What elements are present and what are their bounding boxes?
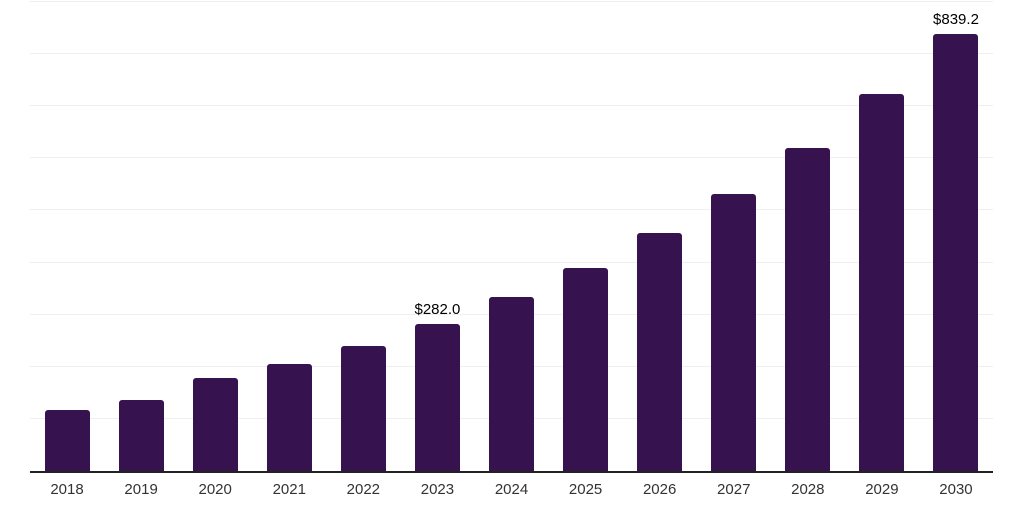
bar-value-label-2023: $282.0	[414, 301, 461, 319]
x-tick-label-2026: 2026	[642, 481, 677, 498]
gridline	[30, 261, 993, 263]
bar-group-2027	[697, 2, 771, 471]
bar-2029	[859, 93, 905, 471]
bar-2021	[266, 364, 312, 471]
bar-2020	[192, 377, 238, 471]
x-tick-label-2025: 2025	[568, 481, 603, 498]
bar-group-2026	[623, 2, 697, 471]
bar-2027	[711, 194, 757, 471]
x-tick-label-2029: 2029	[865, 481, 899, 498]
x-tick-label-2019: 2019	[124, 481, 158, 498]
bar-group-2019	[104, 2, 178, 471]
bar-group-2030: $839.2	[919, 2, 993, 471]
bar-2025	[563, 267, 609, 471]
x-tick-label-2028: 2028	[791, 481, 825, 498]
bar-2028	[785, 147, 831, 471]
x-tick-label-2020: 2020	[198, 481, 232, 498]
bar-2024	[489, 296, 534, 471]
gridline	[30, 157, 993, 159]
bar-group-2021	[252, 2, 326, 471]
bar-group-2020	[178, 2, 252, 471]
x-tick-label-2022: 2022	[346, 481, 381, 498]
x-tick-label-2030: 2030	[939, 481, 973, 498]
bar-group-2022	[326, 2, 400, 471]
bar-value-label-2030: $839.2	[933, 10, 979, 28]
x-tick-label-2027: 2027	[717, 481, 751, 498]
x-tick-label-2018: 2018	[50, 481, 84, 498]
bar-columns: $282.0 $839.2	[30, 2, 993, 471]
gridline	[30, 105, 993, 107]
bar-group-2025	[549, 2, 623, 471]
gridline	[30, 209, 993, 211]
x-tick-label-2021: 2021	[272, 481, 306, 498]
bar-2018	[44, 409, 90, 471]
bar-2023	[414, 324, 460, 471]
bar-group-2024	[474, 2, 548, 471]
x-tick-label-2023: 2023	[420, 481, 455, 498]
bar-group-2023: $282.0	[400, 2, 474, 471]
x-axis: 2018 2019 2020 2021 2022 2023 2024 2025 2026 2027…	[30, 473, 993, 507]
bar-2030	[933, 33, 979, 471]
gridline	[30, 1, 993, 2]
bar-2026	[637, 233, 683, 471]
plot-area: $282.0 $839.2	[30, 1, 993, 473]
bar-group-2018	[30, 2, 104, 471]
gridline	[30, 53, 993, 55]
bar-2022	[340, 345, 386, 471]
bar-2019	[118, 399, 164, 471]
bar-group-2028	[771, 2, 845, 471]
x-tick-label-2024: 2024	[494, 481, 529, 498]
bar-group-2029	[845, 2, 919, 471]
